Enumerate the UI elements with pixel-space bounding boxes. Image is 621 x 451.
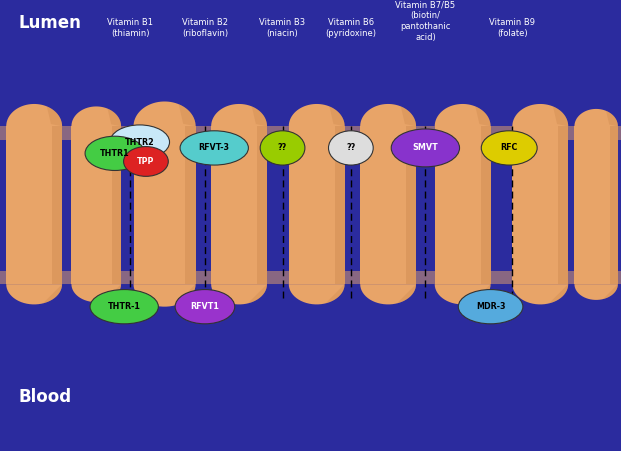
Polygon shape — [360, 104, 416, 126]
Text: ??: ?? — [278, 143, 287, 152]
Polygon shape — [335, 126, 345, 284]
Text: THTR-1: THTR-1 — [108, 302, 140, 311]
Polygon shape — [289, 126, 345, 284]
Polygon shape — [406, 126, 416, 284]
Polygon shape — [606, 111, 618, 126]
Polygon shape — [6, 104, 62, 126]
Text: RFC: RFC — [501, 143, 518, 152]
Polygon shape — [475, 106, 491, 126]
Polygon shape — [558, 126, 568, 284]
Ellipse shape — [90, 290, 158, 324]
Polygon shape — [179, 104, 196, 126]
Text: THTR2: THTR2 — [125, 138, 155, 147]
Text: Vitamin B2
(riboflavin): Vitamin B2 (riboflavin) — [182, 18, 228, 38]
Ellipse shape — [329, 131, 373, 165]
Polygon shape — [71, 106, 121, 126]
Ellipse shape — [110, 125, 170, 159]
Ellipse shape — [260, 131, 305, 165]
Text: TPP: TPP — [137, 157, 155, 166]
Polygon shape — [112, 126, 121, 284]
Text: SMVT: SMVT — [412, 143, 438, 152]
Polygon shape — [512, 126, 568, 284]
Polygon shape — [435, 284, 491, 304]
Polygon shape — [603, 284, 618, 299]
Polygon shape — [610, 126, 618, 284]
Polygon shape — [47, 106, 62, 126]
Polygon shape — [289, 104, 345, 126]
Polygon shape — [174, 284, 196, 306]
Text: THTR1: THTR1 — [100, 149, 130, 158]
Ellipse shape — [481, 131, 537, 165]
Text: Lumen: Lumen — [19, 14, 81, 32]
Polygon shape — [435, 104, 491, 126]
Polygon shape — [107, 109, 121, 126]
Polygon shape — [211, 104, 267, 126]
Polygon shape — [52, 126, 62, 284]
Polygon shape — [211, 126, 267, 284]
Polygon shape — [553, 106, 568, 126]
Text: RFVT1: RFVT1 — [191, 302, 219, 311]
Polygon shape — [257, 126, 267, 284]
Polygon shape — [325, 284, 345, 304]
Ellipse shape — [391, 129, 460, 167]
Text: Vitamin B6
(pyridoxine): Vitamin B6 (pyridoxine) — [325, 18, 376, 38]
Polygon shape — [574, 284, 618, 300]
Polygon shape — [574, 126, 618, 284]
Ellipse shape — [175, 290, 235, 324]
Text: RFVT-3: RFVT-3 — [199, 143, 230, 152]
Polygon shape — [71, 126, 121, 284]
Ellipse shape — [458, 290, 523, 324]
Polygon shape — [401, 106, 416, 126]
Text: Vitamin B1
(thiamin): Vitamin B1 (thiamin) — [107, 18, 153, 38]
Polygon shape — [185, 126, 196, 284]
Text: Vitamin B9
(folate): Vitamin B9 (folate) — [489, 18, 535, 38]
Text: Blood: Blood — [19, 388, 72, 406]
Polygon shape — [512, 284, 568, 304]
Polygon shape — [512, 104, 568, 126]
Polygon shape — [435, 126, 491, 284]
Polygon shape — [134, 101, 196, 126]
Polygon shape — [248, 284, 267, 304]
Polygon shape — [211, 284, 267, 304]
Polygon shape — [71, 284, 121, 302]
Polygon shape — [6, 126, 62, 284]
Polygon shape — [43, 284, 62, 304]
Polygon shape — [549, 284, 568, 304]
Ellipse shape — [124, 147, 168, 176]
Polygon shape — [289, 284, 345, 304]
Polygon shape — [329, 106, 345, 126]
Polygon shape — [0, 271, 621, 284]
Text: ??: ?? — [347, 143, 355, 152]
Polygon shape — [471, 284, 491, 304]
Polygon shape — [6, 284, 62, 304]
Text: Vitamin B3
(niacin): Vitamin B3 (niacin) — [260, 18, 306, 38]
Polygon shape — [574, 109, 618, 126]
Polygon shape — [252, 106, 267, 126]
Ellipse shape — [85, 136, 145, 170]
Polygon shape — [481, 126, 491, 284]
Text: MDR-3: MDR-3 — [476, 302, 505, 311]
Polygon shape — [360, 284, 416, 304]
Polygon shape — [104, 284, 121, 301]
Text: Vitamin B7/B5
(biotin/
pantothanic
acid): Vitamin B7/B5 (biotin/ pantothanic acid) — [396, 0, 455, 42]
Polygon shape — [134, 284, 196, 307]
Polygon shape — [0, 126, 621, 140]
Polygon shape — [134, 126, 196, 284]
Polygon shape — [397, 284, 416, 304]
Ellipse shape — [180, 131, 248, 165]
Polygon shape — [360, 126, 416, 284]
